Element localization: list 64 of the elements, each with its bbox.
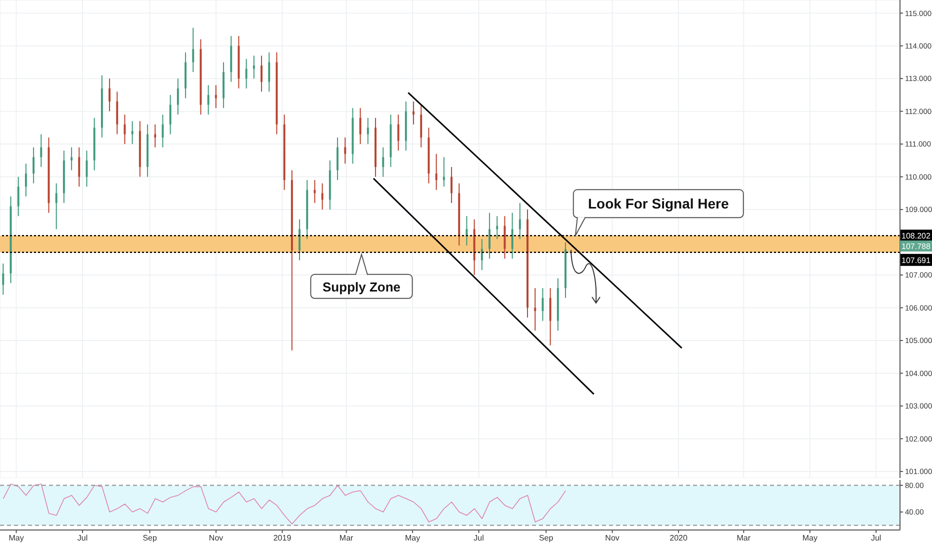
- candlestick: [169, 94, 172, 135]
- candlestick: [252, 55, 255, 80]
- ref-line-label: 108.202: [902, 232, 932, 241]
- candlestick: [534, 288, 536, 332]
- candlestick: [511, 212, 514, 260]
- ref-line-label: 107.691: [902, 256, 932, 265]
- candlestick: [116, 91, 118, 135]
- candlestick: [260, 55, 263, 92]
- line-series: [2, 484, 566, 524]
- candlestick: [131, 120, 134, 145]
- candlestick: [108, 78, 111, 112]
- x-tick-label: 2019: [273, 534, 292, 543]
- x-tick-label: May: [404, 534, 420, 543]
- x-tick-label: Mar: [339, 534, 354, 543]
- candlestick: [435, 153, 438, 190]
- candlestick: [420, 104, 422, 148]
- candlestick: [336, 137, 339, 181]
- x-tick-label: Nov: [208, 534, 224, 543]
- annotation: Supply Zone: [322, 279, 401, 294]
- candlestick: [2, 263, 4, 296]
- x-tick-label: Jul: [77, 534, 88, 543]
- candlestick: [344, 137, 346, 164]
- candlestick: [40, 134, 42, 168]
- candlestick: [298, 218, 301, 261]
- candlestick: [154, 124, 156, 148]
- candlestick: [504, 216, 506, 260]
- x-tick-label: May: [802, 534, 818, 543]
- candlestick: [321, 182, 324, 210]
- candlestick: [466, 216, 468, 246]
- text: 107.788: [902, 242, 932, 251]
- candlestick: [207, 84, 210, 116]
- candlestick: [442, 156, 445, 188]
- x-tick-label: Sep: [538, 534, 554, 543]
- candlestick: [518, 202, 521, 240]
- candlestick: [397, 114, 400, 152]
- candlestick: [382, 146, 384, 178]
- x-tick-label: Jul: [474, 534, 484, 543]
- candlestick: [450, 166, 452, 204]
- candlestick: [176, 78, 179, 116]
- x-tick-label: Jul: [871, 534, 882, 543]
- candlestick: [366, 117, 369, 145]
- candlestick: [214, 84, 217, 109]
- candlestick: [359, 108, 362, 145]
- x-tick-label: Mar: [736, 534, 751, 543]
- x-tick-label: Sep: [142, 534, 158, 543]
- candlestick: [55, 182, 58, 230]
- candlestick: [24, 163, 27, 197]
- candlestick: [496, 216, 498, 240]
- candlestick: [78, 146, 80, 188]
- candlestick: [268, 52, 270, 92]
- candlestick: [480, 238, 483, 271]
- candlestick: [412, 100, 414, 125]
- x-tick-label: 2020: [670, 534, 688, 543]
- candlestick: [192, 27, 194, 73]
- candlestick: [549, 288, 552, 346]
- candlestick: [70, 146, 73, 171]
- candlestick: [488, 212, 490, 260]
- x-tick-label: May: [8, 534, 24, 543]
- candlestick: [542, 288, 544, 322]
- candlestick: [32, 146, 35, 184]
- annotation: Look For Signal Here: [588, 196, 729, 212]
- candlestick: [245, 58, 248, 89]
- x-tick-label: Nov: [605, 534, 620, 543]
- candlestick: [17, 176, 20, 217]
